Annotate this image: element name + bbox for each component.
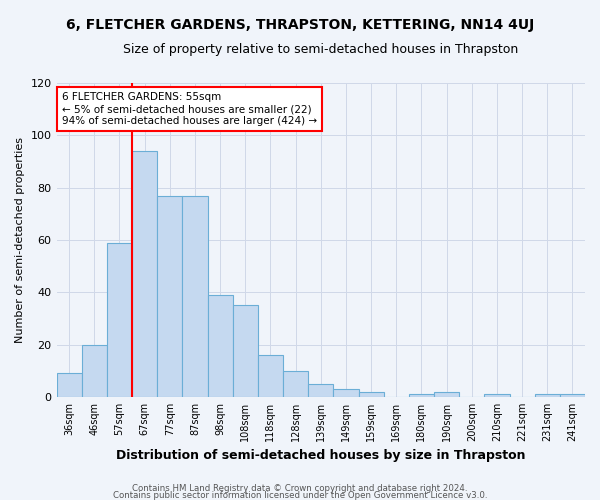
Bar (56, 374, 82, 397)
Bar (535, 394, 560, 397)
Bar (107, 242, 132, 397)
X-axis label: Distribution of semi-detached houses by size in Thrapston: Distribution of semi-detached houses by … (116, 450, 526, 462)
Bar (82, 344, 107, 397)
Bar (182, 196, 208, 397)
Text: Contains public sector information licensed under the Open Government Licence v3: Contains public sector information licen… (113, 491, 487, 500)
Bar (308, 384, 334, 397)
Bar (208, 295, 233, 397)
Bar (233, 306, 258, 397)
Text: 6 FLETCHER GARDENS: 55sqm
← 5% of semi-detached houses are smaller (22)
94% of s: 6 FLETCHER GARDENS: 55sqm ← 5% of semi-d… (62, 92, 317, 126)
Title: Size of property relative to semi-detached houses in Thrapston: Size of property relative to semi-detach… (123, 42, 518, 56)
Bar (560, 394, 585, 397)
Text: Contains HM Land Registry data © Crown copyright and database right 2024.: Contains HM Land Registry data © Crown c… (132, 484, 468, 493)
Bar (283, 371, 308, 397)
Bar (359, 392, 383, 397)
Bar (409, 394, 434, 397)
Y-axis label: Number of semi-detached properties: Number of semi-detached properties (15, 137, 25, 343)
Bar (334, 389, 359, 397)
Bar (132, 151, 157, 397)
Bar (157, 196, 182, 397)
Bar (434, 392, 459, 397)
Bar (258, 355, 283, 397)
Bar (484, 394, 509, 397)
Text: 6, FLETCHER GARDENS, THRAPSTON, KETTERING, NN14 4UJ: 6, FLETCHER GARDENS, THRAPSTON, KETTERIN… (66, 18, 534, 32)
